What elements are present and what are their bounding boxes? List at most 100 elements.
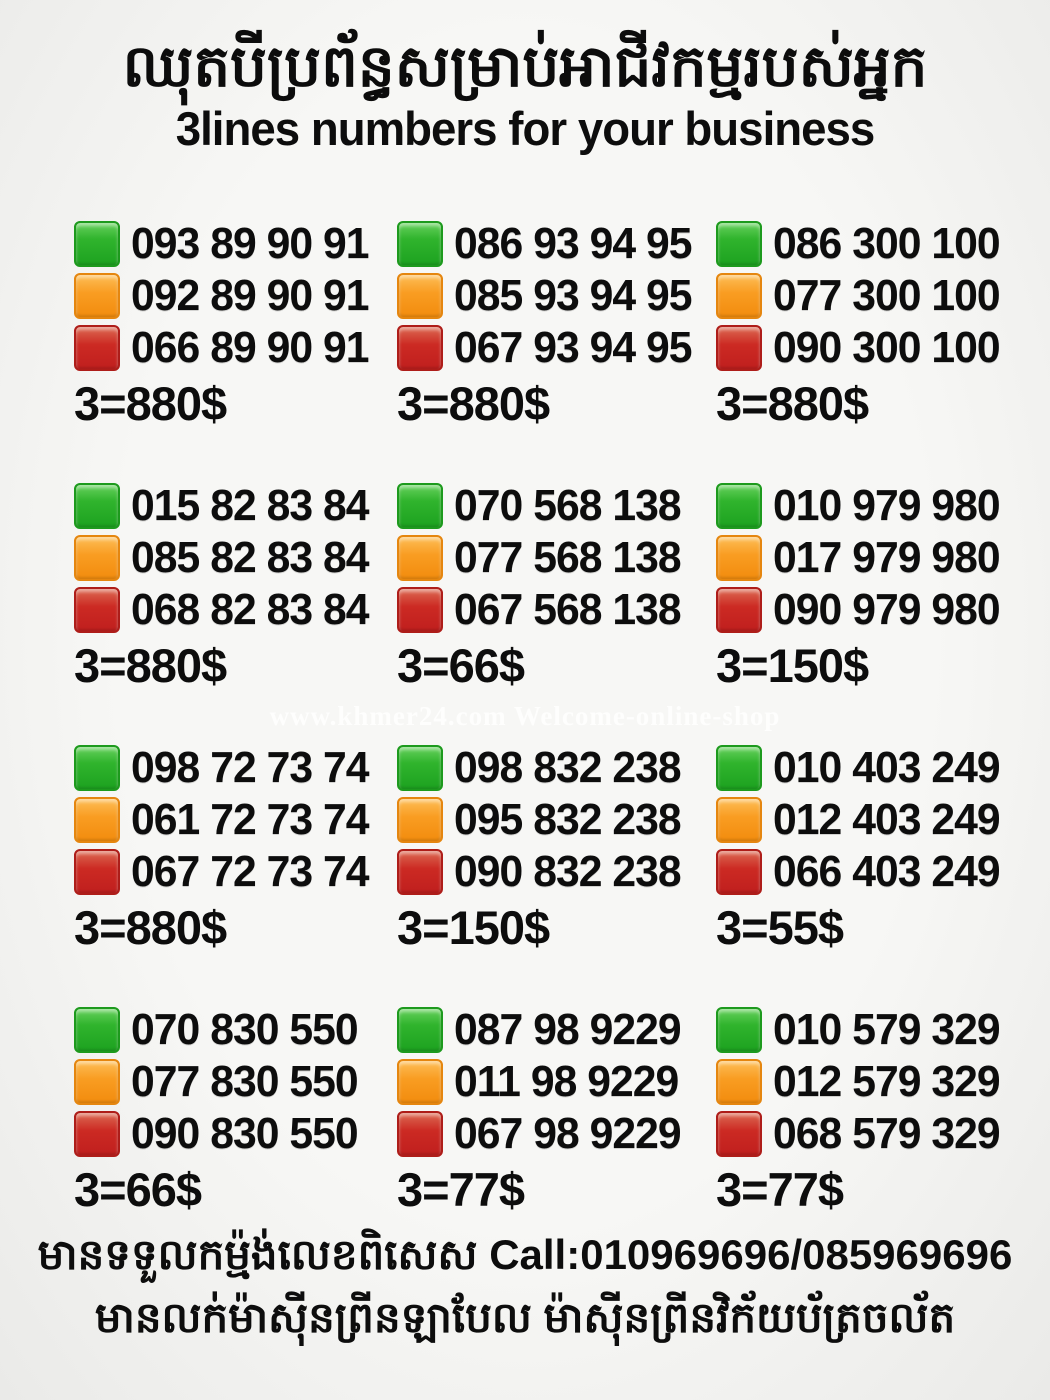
orange-sim-square-icon (716, 1059, 762, 1105)
green-sim-square-icon (74, 483, 120, 529)
price-label: 3=66$ (74, 1163, 202, 1216)
number-line: 012 403 249 (716, 794, 1020, 846)
price-label: 3=880$ (74, 901, 227, 954)
phone-number: 070 568 138 (454, 481, 682, 530)
orange-sim-square-icon (397, 535, 443, 581)
number-line: 017 979 980 (716, 532, 1020, 584)
orange-sim-square-icon (716, 273, 762, 319)
number-line: 092 89 90 91 (74, 270, 397, 322)
red-sim-square-icon (397, 849, 443, 895)
number-line: 070 568 138 (397, 480, 716, 532)
red-sim-square-icon (74, 325, 120, 371)
red-sim-square-icon (74, 1111, 120, 1157)
phone-number: 010 579 329 (773, 1005, 1001, 1054)
price-label: 3=150$ (716, 639, 869, 692)
red-sim-square-icon (397, 1111, 443, 1157)
phone-number: 067 72 73 74 (131, 847, 370, 896)
number-group: 010 403 249 012 403 249 066 403 249 3=55… (716, 742, 1020, 954)
phone-number: 085 93 94 95 (454, 271, 693, 320)
phone-number: 012 579 329 (773, 1057, 1001, 1106)
phone-number: 061 72 73 74 (131, 795, 370, 844)
number-line: 011 98 9229 (397, 1056, 716, 1108)
number-line: 090 300 100 (716, 322, 1020, 374)
red-sim-square-icon (716, 849, 762, 895)
phone-number: 070 830 550 (131, 1005, 359, 1054)
price-label: 3=880$ (74, 639, 227, 692)
green-sim-square-icon (74, 745, 120, 791)
red-sim-square-icon (397, 325, 443, 371)
phone-number: 085 82 83 84 (131, 533, 370, 582)
phone-number: 066 403 249 (773, 847, 1001, 896)
number-line: 077 568 138 (397, 532, 716, 584)
number-line: 066 403 249 (716, 846, 1020, 898)
numbers-grid: 093 89 90 91 092 89 90 91 066 89 90 91 3… (74, 218, 1020, 1216)
number-group: 086 93 94 95 085 93 94 95 067 93 94 95 3… (397, 218, 716, 430)
orange-sim-square-icon (74, 535, 120, 581)
number-line: 068 579 329 (716, 1108, 1020, 1160)
number-line: 010 403 249 (716, 742, 1020, 794)
green-sim-square-icon (397, 745, 443, 791)
phone-number: 077 568 138 (454, 533, 682, 582)
red-sim-square-icon (397, 587, 443, 633)
number-line: 086 300 100 (716, 218, 1020, 270)
green-sim-square-icon (716, 1007, 762, 1053)
footer-products-line: មានលក់ម៉ាស៊ីនព្រីនឡាបែល ម៉ាស៊ីនព្រីនវិក័… (94, 1293, 956, 1341)
phone-number: 015 82 83 84 (131, 481, 370, 530)
phone-number: 090 300 100 (773, 323, 1001, 372)
number-line: 067 98 9229 (397, 1108, 716, 1160)
price-label: 3=880$ (74, 377, 227, 430)
footer-contact-line: មានទទួលកម្ម៉ង់លេខពិសេស Call:010969696/08… (37, 1231, 1013, 1278)
green-sim-square-icon (716, 221, 762, 267)
green-sim-square-icon (397, 483, 443, 529)
phone-number: 077 300 100 (773, 271, 1001, 320)
number-line: 077 830 550 (74, 1056, 397, 1108)
phone-number: 017 979 980 (773, 533, 1001, 582)
number-line: 090 979 980 (716, 584, 1020, 636)
price-label: 3=150$ (397, 901, 550, 954)
number-line: 098 72 73 74 (74, 742, 397, 794)
price-label: 3=77$ (397, 1163, 525, 1216)
red-sim-square-icon (74, 849, 120, 895)
phone-number: 095 832 238 (454, 795, 682, 844)
red-sim-square-icon (716, 325, 762, 371)
phone-number: 067 93 94 95 (454, 323, 693, 372)
green-sim-square-icon (716, 745, 762, 791)
phone-number: 068 82 83 84 (131, 585, 370, 634)
number-line: 010 979 980 (716, 480, 1020, 532)
phone-number: 092 89 90 91 (131, 271, 370, 320)
green-sim-square-icon (74, 1007, 120, 1053)
number-line: 086 93 94 95 (397, 218, 716, 270)
orange-sim-square-icon (397, 797, 443, 843)
phone-number: 090 832 238 (454, 847, 682, 896)
header: ឈុតបីប្រព័ន្ធសម្រាប់អាជីវកម្មរបស់អ្នក 3l… (0, 34, 1050, 156)
number-group: 087 98 9229 011 98 9229 067 98 9229 3=77… (397, 1004, 716, 1216)
number-line: 098 832 238 (397, 742, 716, 794)
number-group: 010 979 980 017 979 980 090 979 980 3=15… (716, 480, 1020, 692)
number-line: 090 830 550 (74, 1108, 397, 1160)
phone-number: 087 98 9229 (454, 1005, 682, 1054)
price-label: 3=880$ (716, 377, 869, 430)
phone-number: 090 830 550 (131, 1109, 359, 1158)
number-group: 086 300 100 077 300 100 090 300 100 3=88… (716, 218, 1020, 430)
number-line: 085 93 94 95 (397, 270, 716, 322)
number-line: 012 579 329 (716, 1056, 1020, 1108)
price-label: 3=55$ (716, 901, 844, 954)
phone-number: 093 89 90 91 (131, 219, 370, 268)
page-title-khmer: ឈុតបីប្រព័ន្ធសម្រាប់អាជីវកម្មរបស់អ្នក (122, 34, 928, 99)
red-sim-square-icon (716, 1111, 762, 1157)
orange-sim-square-icon (397, 1059, 443, 1105)
green-sim-square-icon (74, 221, 120, 267)
phone-number: 086 93 94 95 (454, 219, 693, 268)
number-line: 085 82 83 84 (74, 532, 397, 584)
orange-sim-square-icon (74, 797, 120, 843)
number-line: 095 832 238 (397, 794, 716, 846)
page-title-english: 3lines numbers for your business (175, 101, 876, 155)
orange-sim-square-icon (716, 797, 762, 843)
number-group: 093 89 90 91 092 89 90 91 066 89 90 91 3… (74, 218, 397, 430)
number-line: 067 568 138 (397, 584, 716, 636)
price-label: 3=880$ (397, 377, 550, 430)
phone-number: 066 89 90 91 (131, 323, 370, 372)
number-group: 070 568 138 077 568 138 067 568 138 3=66… (397, 480, 716, 692)
phone-number: 077 830 550 (131, 1057, 359, 1106)
number-line: 070 830 550 (74, 1004, 397, 1056)
